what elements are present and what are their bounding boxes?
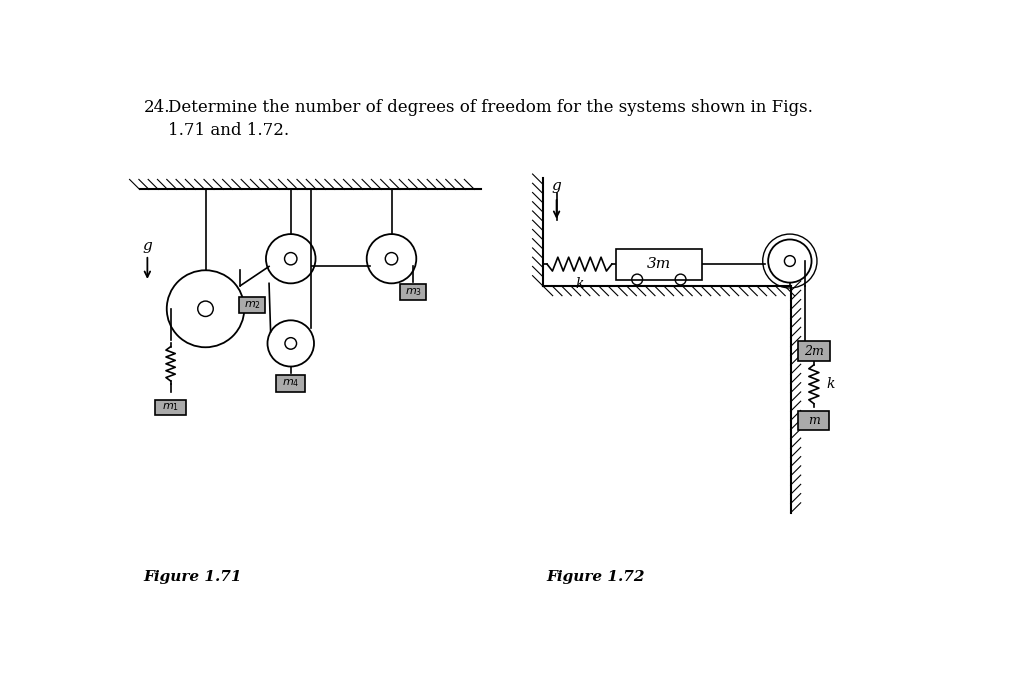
Text: $m_3$: $m_3$ <box>404 286 422 298</box>
Bar <box>155 400 186 415</box>
Bar <box>276 375 305 392</box>
Text: k: k <box>826 377 835 392</box>
Text: Figure 1.72: Figure 1.72 <box>547 570 645 584</box>
Text: 1.71 and 1.72.: 1.71 and 1.72. <box>168 123 290 139</box>
Text: 2m: 2m <box>804 344 824 358</box>
Text: g: g <box>142 239 153 254</box>
Bar <box>798 341 830 361</box>
Text: 24.: 24. <box>143 99 170 116</box>
Text: 3m: 3m <box>647 257 671 271</box>
Text: $m_4$: $m_4$ <box>282 378 299 389</box>
Bar <box>616 249 701 279</box>
Text: $m_2$: $m_2$ <box>244 299 260 311</box>
Text: $m_1$: $m_1$ <box>162 401 179 413</box>
Text: Figure 1.71: Figure 1.71 <box>143 570 242 584</box>
Bar <box>400 284 426 299</box>
Bar <box>240 297 265 313</box>
Text: m: m <box>808 414 820 427</box>
Text: g: g <box>552 179 561 193</box>
Bar <box>799 411 829 430</box>
Text: k: k <box>575 277 584 291</box>
Text: Determine the number of degrees of freedom for the systems shown in Figs.: Determine the number of degrees of freed… <box>168 99 813 116</box>
